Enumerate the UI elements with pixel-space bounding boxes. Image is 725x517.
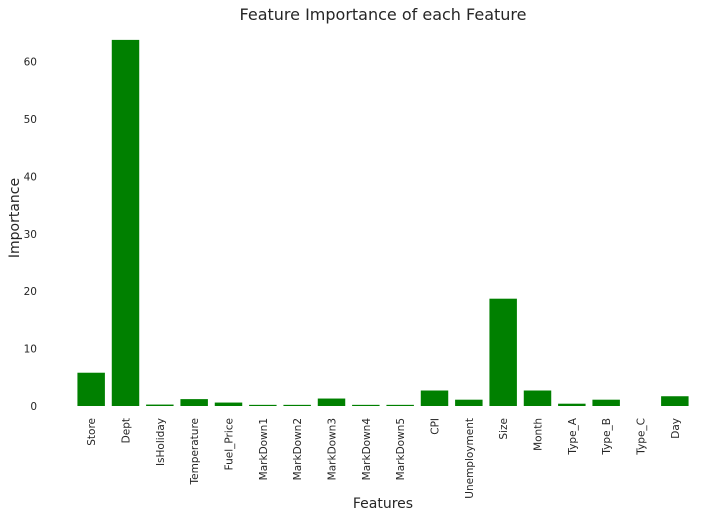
bars-group <box>77 39 689 406</box>
y-axis-label: Importance <box>7 178 23 258</box>
bar-size <box>489 298 517 406</box>
x-tick-label: IsHoliday <box>155 418 167 466</box>
x-tick-label: MarkDown2 <box>292 418 304 480</box>
x-tick-label: MarkDown5 <box>395 418 407 480</box>
y-axis-ticks: 0 10 20 30 40 50 60 <box>24 57 37 413</box>
bar-cpi <box>420 390 449 406</box>
x-tick-label: Store <box>86 418 98 446</box>
x-tick-label: MarkDown3 <box>327 418 339 480</box>
x-tick-label: Day <box>670 418 682 439</box>
bar-day <box>661 396 689 406</box>
bar-markdown3 <box>317 398 346 406</box>
x-tick-label: Temperature <box>189 418 201 486</box>
x-tick-label: Size <box>498 418 510 440</box>
bar-type-b <box>592 399 620 406</box>
bar-isholiday <box>146 404 174 406</box>
x-tick-label: MarkDown1 <box>258 418 270 480</box>
y-tick-label: 0 <box>30 401 37 413</box>
x-tick-label: CPI <box>430 418 442 435</box>
bar-markdown5 <box>386 404 414 406</box>
x-tick-label: Type_A <box>567 417 579 455</box>
x-tick-label: Type_C <box>636 418 648 456</box>
x-axis-label: Features <box>353 496 413 512</box>
bar-type-a <box>558 403 586 406</box>
y-tick-label: 40 <box>24 171 37 183</box>
x-tick-label: Type_B <box>601 418 613 456</box>
x-tick-label: Dept <box>121 418 133 443</box>
y-tick-label: 30 <box>24 229 37 241</box>
bar-store <box>77 372 105 406</box>
bar-markdown1 <box>249 404 277 406</box>
x-tick-label: Unemployment <box>464 418 476 499</box>
bar-temperature <box>180 399 208 406</box>
bar-dept <box>111 39 140 406</box>
y-tick-label: 20 <box>24 286 37 298</box>
bar-markdown4 <box>352 404 380 406</box>
y-tick-label: 10 <box>24 344 37 356</box>
x-axis-ticks: Store Dept IsHoliday Temperature Fuel_Price M… <box>86 417 682 499</box>
bar-month <box>523 390 552 406</box>
y-tick-label: 60 <box>24 57 37 69</box>
x-tick-label: Month <box>533 418 545 451</box>
x-tick-label: Fuel_Price <box>224 418 236 470</box>
x-tick-label: MarkDown4 <box>361 418 373 481</box>
bar-unemployment <box>455 399 483 406</box>
bar-markdown2 <box>283 404 311 406</box>
bar-fuel-price <box>214 402 243 406</box>
y-tick-label: 50 <box>24 114 37 126</box>
chart-title: Feature Importance of each Feature <box>240 5 527 24</box>
